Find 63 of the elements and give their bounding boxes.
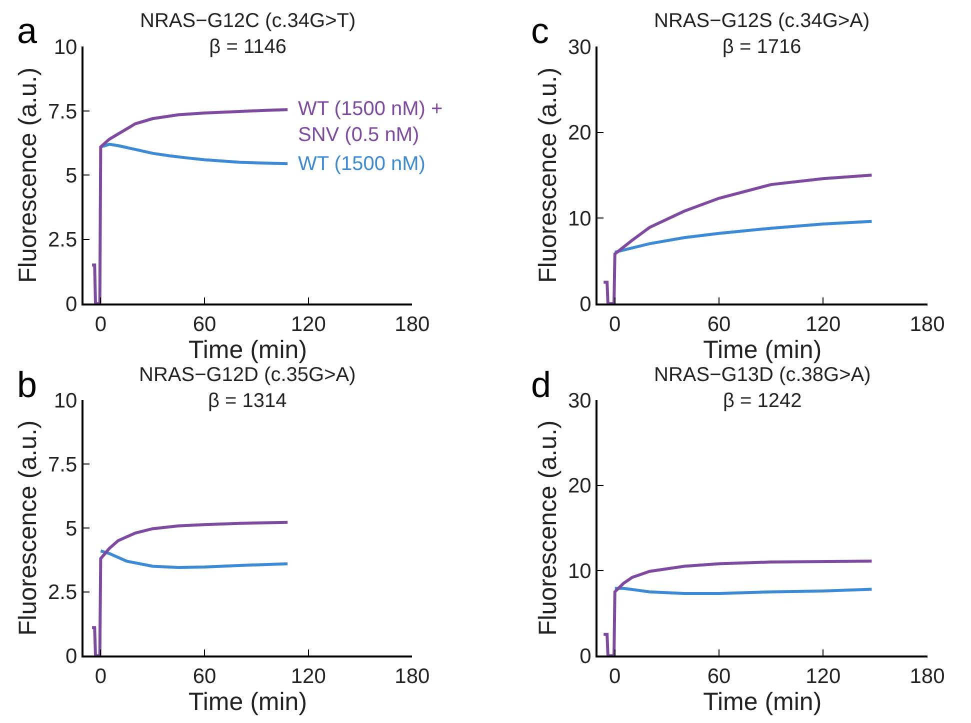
y-tick-label: 0 — [66, 645, 78, 668]
y-tick-label: 30 — [568, 36, 592, 60]
x-tick-label: 0 — [94, 312, 107, 336]
line-series — [613, 220, 874, 254]
chart-title: NRAS−G12S (c.34G>A) — [654, 10, 870, 32]
y-tick-label: 7.5 — [48, 100, 78, 124]
y-tick-label: 10 — [54, 36, 78, 60]
series-label: WT (1500 nM) + SNV (0.5 nM) — [298, 98, 443, 146]
y-tick-label: 10 — [54, 390, 78, 413]
text: b — [17, 364, 38, 405]
y-tick-label: 2.5 — [48, 228, 78, 252]
x-tick-label: 60 — [192, 664, 216, 688]
chart-title: NRAS−G13D (c.38G>A) — [654, 364, 871, 386]
line-series — [90, 520, 290, 656]
x-tick-label: 120 — [806, 664, 841, 688]
chart-subtitle: β = 1146 — [209, 36, 286, 58]
chart-subtitle: β = 1716 — [722, 36, 802, 58]
y-tick-label: 20 — [568, 474, 592, 498]
x-tick-label: 0 — [94, 664, 107, 688]
y-axis-title: Fluorescence (a.u.) — [14, 67, 42, 283]
line-series — [90, 108, 290, 304]
x-tick-label: 0 — [609, 664, 621, 688]
x-tick-label: 180 — [910, 664, 945, 688]
x-axis-title: Time (min) — [188, 336, 308, 364]
line-series — [602, 174, 874, 304]
x-tick-label: 180 — [910, 312, 945, 336]
x-tick-label: 180 — [394, 664, 430, 688]
line-series — [99, 549, 290, 570]
y-tick-label: 5 — [66, 517, 78, 540]
chart-title: NRAS−G12D (c.35G>A) — [139, 364, 356, 386]
y-tick-label: 0 — [66, 292, 78, 316]
y-tick-label: 30 — [568, 390, 592, 413]
line-series — [99, 142, 290, 166]
x-axis-title: Time (min) — [188, 688, 308, 716]
y-tick-label: 10 — [568, 207, 592, 230]
x-tick-label: 120 — [290, 312, 326, 336]
x-axis-title: Time (min) — [703, 688, 822, 716]
x-tick-label: 180 — [394, 312, 430, 336]
y-tick-label: 5 — [66, 164, 78, 188]
y-axis-title: Fluorescence (a.u.) — [534, 420, 562, 636]
chart-subtitle: β = 1242 — [722, 390, 802, 412]
text: c — [531, 10, 549, 51]
line-series — [602, 560, 874, 656]
y-tick-label: 10 — [568, 560, 592, 583]
x-tick-label: 60 — [707, 664, 731, 688]
y-axis-title: Fluorescence (a.u.) — [14, 420, 42, 636]
text: d — [531, 364, 552, 405]
text: a — [17, 10, 38, 51]
y-tick-label: 0 — [580, 645, 592, 668]
y-tick-label: 20 — [568, 122, 592, 145]
y-tick-label: 2.5 — [48, 581, 78, 604]
x-tick-label: 120 — [806, 312, 841, 336]
x-tick-label: 60 — [192, 312, 216, 336]
series-label: WT (1500 nM) — [298, 153, 426, 175]
y-axis-title: Fluorescence (a.u.) — [534, 67, 562, 283]
x-axis-title: Time (min) — [703, 336, 822, 364]
y-tick-label: 0 — [580, 292, 592, 316]
chart-title: NRAS−G12C (c.34G>T) — [140, 10, 356, 32]
x-tick-label: 0 — [609, 312, 621, 336]
x-tick-label: 60 — [707, 312, 731, 336]
x-tick-label: 120 — [290, 664, 326, 688]
y-tick-label: 7.5 — [48, 453, 78, 476]
chart-subtitle: β = 1314 — [208, 390, 287, 412]
